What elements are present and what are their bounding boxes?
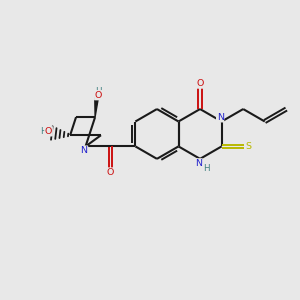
- Text: N: N: [217, 113, 224, 122]
- Text: H: H: [40, 127, 47, 136]
- Text: S: S: [245, 142, 251, 152]
- Text: H: H: [203, 164, 209, 173]
- Text: O: O: [107, 168, 114, 177]
- Text: N: N: [195, 159, 202, 168]
- Text: O: O: [45, 127, 52, 136]
- Text: H: H: [95, 87, 102, 96]
- Text: O: O: [196, 79, 204, 88]
- Polygon shape: [95, 98, 98, 117]
- Text: O: O: [95, 91, 102, 100]
- Text: N: N: [81, 146, 88, 155]
